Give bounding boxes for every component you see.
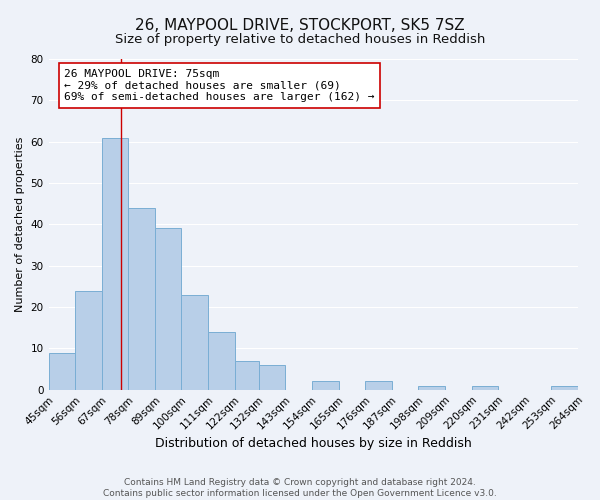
Text: 26, MAYPOOL DRIVE, STOCKPORT, SK5 7SZ: 26, MAYPOOL DRIVE, STOCKPORT, SK5 7SZ	[135, 18, 465, 32]
Bar	[155, 228, 181, 390]
Bar	[208, 332, 235, 390]
Bar	[551, 386, 578, 390]
Text: Size of property relative to detached houses in Reddish: Size of property relative to detached ho…	[115, 32, 485, 46]
Bar	[235, 361, 259, 390]
Text: 26 MAYPOOL DRIVE: 75sqm
← 29% of detached houses are smaller (69)
69% of semi-de: 26 MAYPOOL DRIVE: 75sqm ← 29% of detache…	[64, 69, 375, 102]
Bar	[418, 386, 445, 390]
Bar	[49, 352, 75, 390]
Bar	[181, 294, 208, 390]
Y-axis label: Number of detached properties: Number of detached properties	[15, 136, 25, 312]
Bar	[259, 365, 286, 390]
Text: Contains HM Land Registry data © Crown copyright and database right 2024.
Contai: Contains HM Land Registry data © Crown c…	[103, 478, 497, 498]
Bar	[128, 208, 155, 390]
Bar	[102, 138, 128, 390]
X-axis label: Distribution of detached houses by size in Reddish: Distribution of detached houses by size …	[155, 437, 472, 450]
Bar	[312, 382, 338, 390]
Bar	[365, 382, 392, 390]
Bar	[75, 290, 102, 390]
Bar	[472, 386, 498, 390]
